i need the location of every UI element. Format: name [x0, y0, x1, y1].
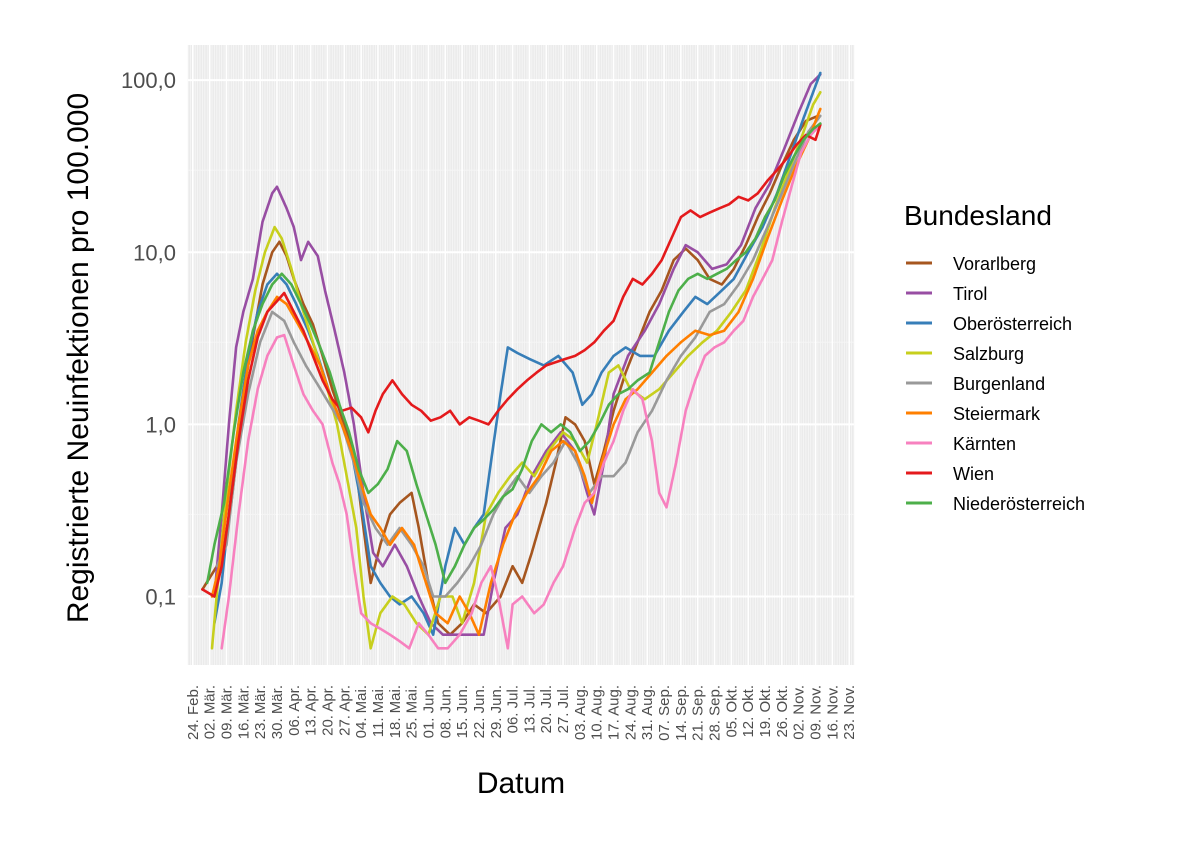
x-axis-ticks: 24. Feb. 02. Mär. 09. Mär. 16. Mär. 23. Mär.…: [185, 685, 858, 741]
series-line-steiermark: [210, 107, 822, 636]
y-tick-label: 0,1: [145, 585, 176, 610]
legend-label: Burgenland: [953, 374, 1045, 394]
x-tick-label: 20. Jul.: [538, 685, 555, 733]
x-tick-label: 13. Jul.: [521, 685, 538, 733]
series-line-tirol: [213, 73, 822, 636]
x-tick-label: 03. Aug.: [572, 685, 589, 740]
y-tick-label: 100,0: [121, 68, 176, 93]
x-tick-label: 24. Aug.: [622, 685, 639, 740]
x-tick-label: 05. Okt.: [723, 685, 740, 738]
x-tick-label: 15. Jun.: [454, 685, 471, 738]
legend-label: Salzburg: [953, 344, 1024, 364]
y-tick-label: 1,0: [145, 412, 176, 437]
series-line-oberösterreich: [213, 71, 822, 636]
x-tick-label: 12. Okt.: [740, 685, 757, 738]
grid-major: [188, 45, 854, 665]
x-tick-label: 08. Jun.: [437, 685, 454, 738]
series-line-kärnten: [220, 123, 822, 650]
legend-label: Wien: [953, 464, 994, 484]
x-tick-label: 30. Mär.: [269, 685, 286, 739]
x-tick-label: 28. Sep.: [707, 685, 724, 741]
x-tick-label: 04. Mai.: [353, 685, 370, 738]
x-axis-title: Datum: [477, 767, 565, 800]
x-tick-label: 01. Jun.: [420, 685, 437, 738]
x-tick-label: 13. Apr.: [303, 685, 320, 736]
legend-items: Vorarlberg Tirol Oberösterreich Salzburg Bur…: [906, 254, 1085, 514]
x-tick-label: 09. Nov.: [808, 685, 825, 740]
y-axis-ticks: 0,1 1,0 10,0 100,0: [121, 68, 176, 609]
x-tick-label: 11. Mai.: [370, 685, 387, 737]
x-tick-label: 09. Mär.: [218, 685, 235, 739]
x-tick-label: 18. Mai.: [387, 685, 404, 738]
legend-label: Oberösterreich: [953, 314, 1072, 334]
series-layer: [201, 71, 822, 650]
x-tick-label: 06. Apr.: [286, 685, 303, 736]
x-tick-label: 29. Jun.: [488, 685, 505, 738]
legend: Bundesland Vorarlberg Tirol Oberösterreich…: [904, 200, 1085, 514]
x-tick-label: 19. Okt.: [757, 685, 774, 738]
x-tick-label: 27. Jul.: [555, 685, 572, 733]
legend-label: Vorarlberg: [953, 254, 1036, 274]
legend-label: Steiermark: [953, 404, 1041, 424]
x-tick-label: 24. Feb.: [185, 685, 202, 740]
series-line-niederösterreich: [205, 122, 822, 585]
x-tick-label: 27. Apr.: [336, 685, 353, 736]
legend-label: Kärnten: [953, 434, 1016, 454]
series-line-wien: [201, 123, 822, 598]
x-tick-label: 02. Nov.: [791, 685, 808, 740]
x-tick-label: 25. Mai.: [404, 685, 421, 738]
x-tick-label: 16. Nov.: [824, 685, 841, 740]
x-tick-label: 31. Aug.: [639, 685, 656, 740]
x-tick-label: 07. Sep.: [656, 685, 673, 741]
x-tick-label: 16. Mär.: [235, 685, 252, 739]
legend-label: Niederösterreich: [953, 494, 1085, 514]
x-tick-label: 14. Sep.: [673, 685, 690, 741]
x-tick-label: 20. Apr.: [319, 685, 336, 736]
x-tick-label: 23. Nov.: [841, 685, 858, 740]
y-axis-title: Registrierte Neuinfektionen pro 100.000: [62, 93, 95, 623]
x-tick-label: 26. Okt.: [774, 685, 791, 738]
x-tick-label: 10. Aug.: [589, 685, 606, 740]
x-tick-label: 23. Mär.: [252, 685, 269, 739]
y-tick-label: 10,0: [133, 240, 176, 265]
x-tick-label: 17. Aug.: [606, 685, 623, 740]
x-tick-label: 22. Jun.: [471, 685, 488, 738]
x-tick-label: 21. Sep.: [690, 685, 707, 741]
x-tick-label: 02. Mär.: [202, 685, 219, 739]
x-tick-label: 06. Jul.: [505, 685, 522, 733]
legend-label: Tirol: [953, 284, 987, 304]
legend-title: Bundesland: [904, 200, 1052, 231]
